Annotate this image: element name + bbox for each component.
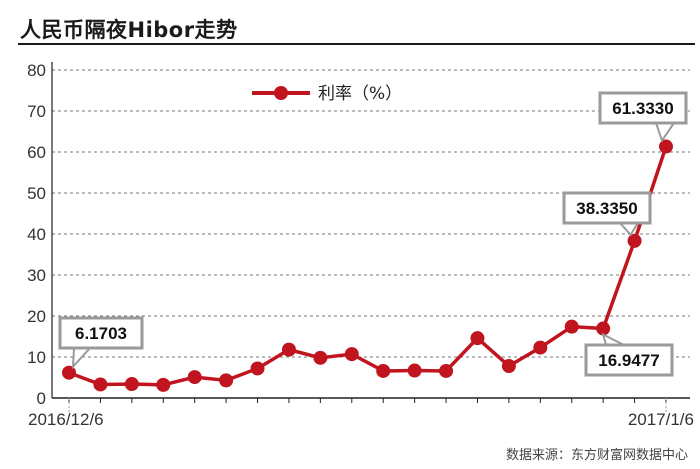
data-point-14: [501, 359, 516, 374]
callout-pointer: [617, 222, 640, 237]
data-point-4: [187, 370, 202, 385]
callout-box: [598, 91, 688, 125]
y-tick-label-0: 0: [37, 389, 46, 408]
callout-17: 16.9477: [584, 332, 674, 377]
callout-label: 61.3330: [612, 99, 673, 118]
y-tick-label-10: 10: [27, 348, 46, 367]
axes: 0 10 20 30 40 50 60 70 80 2016/12/6 2017/1/6: [27, 61, 694, 429]
y-tick-label-60: 60: [27, 143, 46, 162]
callout-label: 38.3350: [576, 199, 637, 218]
data-point-2: [124, 377, 139, 392]
data-point-0: [62, 365, 76, 380]
callout-label: 6.1703: [75, 324, 127, 343]
data-point-18: [627, 233, 642, 248]
data-point-12: [439, 363, 454, 378]
data-point-5: [219, 373, 234, 388]
gridlines: [52, 69, 690, 358]
y-tick-label-80: 80: [27, 61, 46, 80]
x-tick-label-start: 2016/12/6: [28, 410, 104, 429]
data-point-6: [250, 361, 265, 376]
callout-pointer: [601, 332, 625, 346]
y-tick-label-70: 70: [27, 102, 46, 121]
series-line: [68, 145, 668, 387]
y-tick-label-40: 40: [27, 225, 46, 244]
callout-19: 61.3330: [598, 91, 688, 143]
title-divider: [18, 43, 695, 45]
callout-label: 16.9477: [598, 351, 659, 370]
series-rate: [62, 139, 673, 392]
data-point-9: [344, 347, 359, 362]
callout-box: [58, 316, 144, 350]
legend-label: 利率（%）: [318, 84, 402, 104]
chart-title: 人民币隔夜Hibor走势: [20, 18, 238, 42]
callout-box: [584, 343, 674, 377]
callout-pointer: [654, 122, 676, 143]
data-point-19: [659, 139, 673, 154]
callout-18: 38.3350: [562, 191, 652, 237]
data-point-7: [281, 342, 296, 357]
data-point-8: [313, 350, 328, 365]
x-tick-label-end: 2017/1/6: [628, 410, 694, 429]
data-point-15: [533, 340, 548, 355]
callout-0: 6.1703: [58, 316, 144, 370]
data-point-10: [376, 363, 391, 378]
data-point-1: [93, 377, 108, 392]
data-point-16: [564, 319, 579, 334]
y-tick-label-30: 30: [27, 266, 46, 285]
callout-pointer: [71, 347, 93, 370]
y-tick-label-20: 20: [27, 307, 46, 326]
y-tick-label-50: 50: [27, 184, 46, 203]
data-point-17: [596, 321, 611, 336]
data-point-13: [470, 331, 485, 346]
data-callouts: 6.1703 16.9477 38.3350 61.3330: [58, 91, 688, 377]
legend-marker: [274, 86, 288, 100]
data-point-3: [156, 377, 171, 392]
callout-box: [562, 191, 652, 225]
source-note: 数据来源：东方财富网数据中心: [505, 448, 688, 463]
data-point-11: [407, 363, 422, 378]
legend: 利率（%）: [252, 84, 402, 104]
